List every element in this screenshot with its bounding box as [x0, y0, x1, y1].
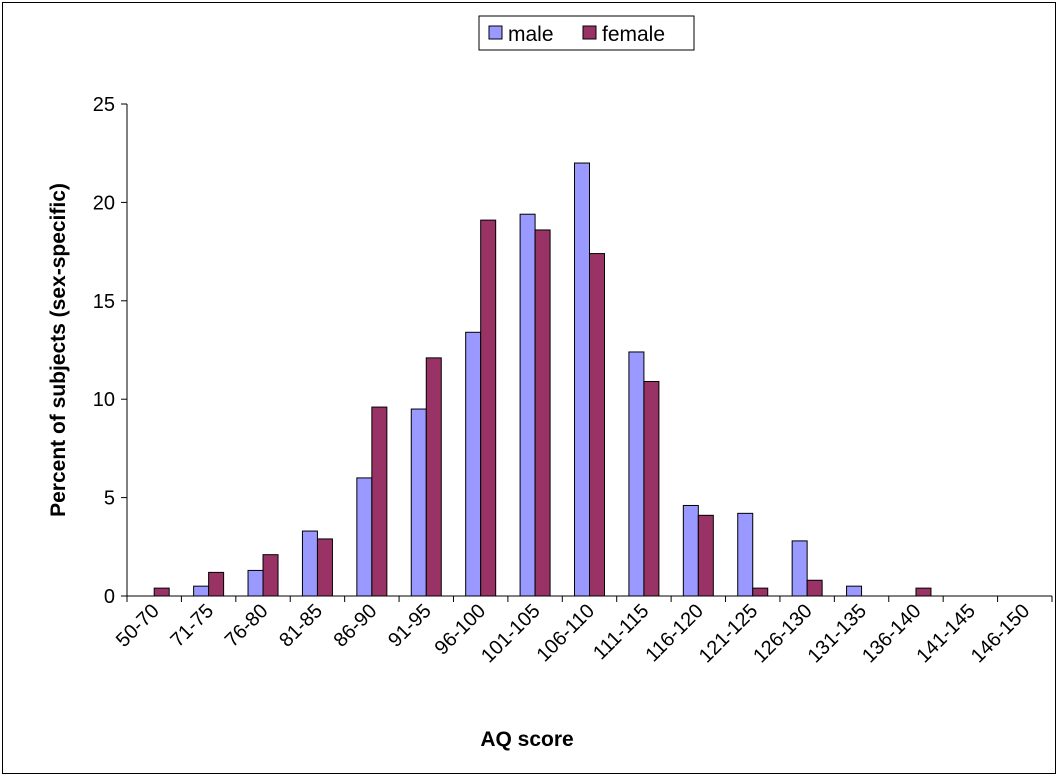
- bar-female-76-80: [262, 554, 279, 597]
- x-tick-label: 81-85: [275, 600, 327, 652]
- y-tick-label: 25: [93, 94, 115, 116]
- bar-chart: male female 0 5 10 15 20 25 50-70 71-75 76-80 81-…: [47, 15, 1053, 751]
- x-axis: 50-70 71-75 76-80 81-85 86-90 91-9596-100101-…: [112, 595, 1053, 667]
- y-tick-label: 0: [104, 586, 115, 608]
- legend-label-female: female: [602, 23, 665, 46]
- x-tick-label: 91-95: [384, 600, 436, 652]
- bar-male-91-95: [410, 408, 427, 597]
- bar-male-106-110: [574, 162, 590, 597]
- bar-male-76-80: [247, 569, 264, 597]
- y-tick-label: 10: [93, 389, 115, 411]
- y-axis-title: Percent of subjects (sex-specific): [47, 183, 70, 517]
- bar-female-71-75: [208, 571, 225, 597]
- bar-female-116-120: [697, 514, 714, 597]
- y-tick-label: 5: [104, 488, 115, 510]
- legend-swatch-male: [488, 25, 503, 40]
- bar-female-111-115: [643, 380, 660, 597]
- bar-male-86-90: [356, 477, 373, 597]
- y-tick-label: 15: [93, 291, 115, 313]
- bar-female-126-130: [806, 579, 823, 597]
- x-tick-label: 101-105: [477, 600, 544, 667]
- bar-female-96-100: [480, 219, 497, 597]
- bars: [153, 162, 932, 597]
- x-tick-label: 146-150: [967, 600, 1034, 667]
- x-tick-label: 131-135: [804, 600, 871, 667]
- y-axis: 0 5 10 15 20 25: [93, 94, 128, 608]
- bar-male-101-105: [519, 213, 536, 597]
- bar-male-126-130: [791, 540, 808, 597]
- bar-male-71-75: [193, 585, 210, 597]
- y-tick-label: 20: [93, 192, 115, 214]
- bar-male-96-100: [465, 331, 482, 597]
- bar-female-136-140: [915, 587, 932, 597]
- bar-female-106-110: [589, 253, 605, 597]
- x-tick-label: 121-125: [695, 600, 762, 667]
- bar-male-121-125: [737, 512, 754, 597]
- x-tick-label: 50-70: [112, 600, 164, 652]
- bar-male-111-115: [628, 351, 645, 597]
- x-tick-label: 71-75: [166, 600, 218, 652]
- bar-male-131-135: [846, 585, 863, 597]
- x-tick-label: 76-80: [221, 600, 273, 652]
- bar-male-81-85: [301, 530, 318, 597]
- x-tick-label: 111-115: [589, 600, 653, 664]
- legend-swatch-female: [582, 25, 597, 40]
- legend-label-male: male: [508, 23, 554, 46]
- x-tick-label: 116-120: [641, 600, 707, 666]
- bar-female-86-90: [371, 406, 388, 597]
- bar-male-116-120: [682, 504, 699, 597]
- x-tick-label: 106-110: [533, 600, 599, 666]
- bar-female-50-70: [153, 587, 170, 597]
- x-tick-label: 136-140: [858, 600, 925, 667]
- bar-female-121-125: [752, 587, 769, 597]
- x-tick-label: 86-90: [330, 600, 382, 652]
- bar-female-81-85: [316, 538, 333, 597]
- x-axis-title: AQ score: [480, 728, 573, 751]
- x-tick-label: 126-130: [749, 600, 816, 667]
- bar-female-91-95: [425, 357, 442, 597]
- legend: male female: [478, 15, 695, 51]
- x-tick-label: 141-145: [912, 600, 979, 667]
- bar-female-101-105: [534, 229, 551, 597]
